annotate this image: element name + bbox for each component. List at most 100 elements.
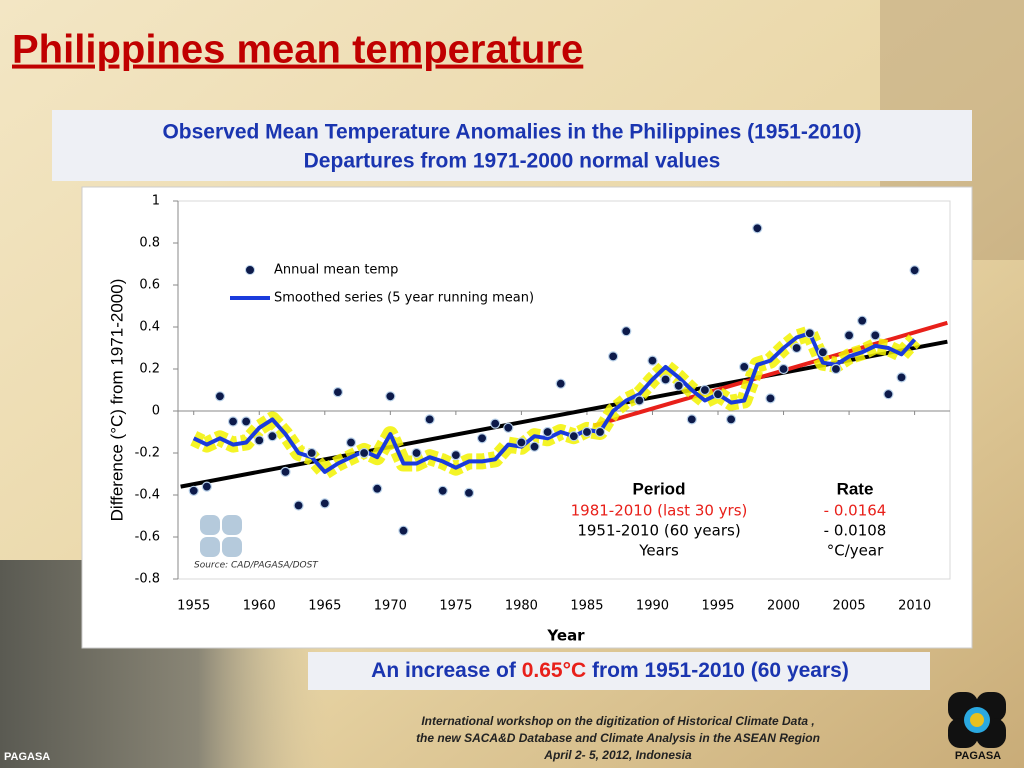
trend-line [592,320,948,428]
point [241,416,252,427]
point [254,435,265,446]
logo-text: PAGASA [955,750,1001,762]
point [529,441,540,452]
box-title: Departures from 1971-2000 normal values [304,150,721,173]
y-tick-label: 0.8 [139,236,160,251]
point [699,384,710,396]
source-logo [200,515,242,557]
point [791,342,802,354]
y-tick-label: -0.8 [135,572,160,587]
table-cell: Years [638,542,679,560]
point [726,414,737,425]
point [909,265,920,276]
table-header: Period [633,479,686,498]
logo [948,692,1006,748]
legend-marker [245,265,255,275]
x-tick-label: 1960 [243,599,276,614]
point [227,416,239,427]
point [188,485,199,496]
x-tick-label: 2010 [898,599,931,614]
point [319,498,330,509]
table-cell: 1981-2010 (last 30 yrs) [571,502,748,520]
point [647,355,658,366]
point [424,414,435,425]
point [673,380,684,391]
x-tick-label: 1970 [374,599,407,614]
table-cell: - 0.0164 [824,502,887,520]
point [516,437,527,448]
point [201,481,212,492]
point [843,330,855,341]
y-tick-label: -0.2 [135,446,160,461]
source: Source: CAD/PAGASA/DOST [194,561,319,571]
x-tick-label: 1975 [439,599,472,614]
point [896,372,907,383]
table-header: Rate [837,479,874,498]
point [857,315,868,326]
point [398,525,409,536]
x-tick-label: 1980 [505,599,538,614]
point [385,391,396,402]
footer: the new SACA&D Database and Climate Anal… [416,731,820,745]
line [192,331,917,474]
point [621,326,632,337]
point [568,431,579,442]
conclusion: An increase of 0.65°C from 1951-2010 (60… [371,659,849,682]
x-tick-label: 1955 [177,599,210,614]
logo-text: PAGASA [4,751,50,763]
point [490,418,501,429]
x-axis-label: Year [546,627,585,645]
point [411,447,422,459]
footer: April 2- 5, 2012, Indonesia [543,748,692,762]
point [752,223,763,234]
point [372,483,383,494]
header-box [52,110,972,181]
point [660,374,671,385]
x-tick-label: 1990 [636,599,669,614]
table-cell: °C/year [827,542,884,560]
x-tick-label: 1965 [308,599,341,614]
point [437,485,448,496]
point [503,422,514,433]
point [463,487,475,498]
point [555,378,566,389]
point [817,347,828,358]
point [739,361,750,372]
point [804,328,815,339]
y-axis-label: Difference (°C) from 1971-2000) [107,279,126,522]
point [686,414,697,425]
legend-label: Smoothed series (5 year running mean) [274,291,534,306]
point [830,363,842,375]
x-tick-label: 2000 [767,599,800,614]
point [778,363,789,375]
point [765,393,776,404]
y-tick-label: 0.6 [139,278,160,293]
point [608,351,619,362]
point [870,330,881,341]
slide-title: Philippines mean temperature [12,28,583,72]
x-tick-label: 1995 [701,599,734,614]
point [214,391,226,402]
conclusion-text: from 1951-2010 (60 years) [592,659,849,682]
conclusion-highlight: 0.65°C [522,659,586,682]
point [345,437,357,448]
y-tick-label: 0 [152,404,160,419]
point [581,426,593,438]
point [712,389,724,400]
y-tick-label: -0.4 [135,488,160,503]
point [332,387,344,398]
table-cell: - 0.0108 [824,522,887,540]
point [306,447,317,459]
table-cell: 1951-2010 (60 years) [577,522,740,540]
conclusion-text: An increase of [371,659,517,682]
y-tick-label: 1 [152,194,160,209]
conclusion-box [308,652,930,690]
point [267,431,278,442]
point [594,426,606,438]
point [293,500,304,511]
x-tick-label: 2005 [833,599,866,614]
point [476,433,488,444]
point [634,395,645,406]
point [450,450,461,461]
